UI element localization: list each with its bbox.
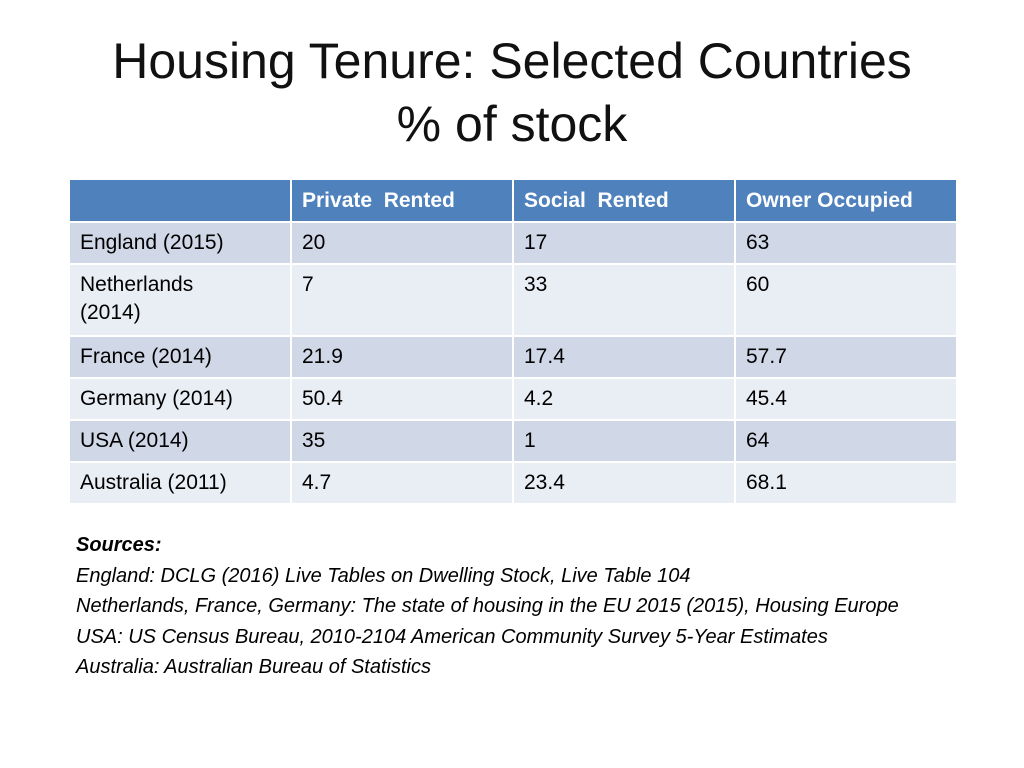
- country-cell: England (2015): [68, 221, 292, 265]
- social-rented-cell: 4.2: [512, 377, 736, 421]
- table-row: Australia (2011) 4.7 23.4 68.1: [68, 461, 958, 505]
- sources-block: Sources: England: DCLG (2016) Live Table…: [76, 530, 956, 683]
- social-rented-cell: 17.4: [512, 335, 736, 379]
- header-owner-occupied: Owner Occupied: [734, 178, 958, 223]
- owner-occupied-cell: 63: [734, 221, 958, 265]
- social-rented-cell: 17: [512, 221, 736, 265]
- source-line: England: DCLG (2016) Live Tables on Dwel…: [76, 564, 691, 587]
- country-cell: Netherlands (2014): [68, 263, 292, 337]
- slide-title: Housing Tenure: Selected Countries % of …: [0, 30, 1024, 156]
- header-social-rented: Social Rented: [512, 178, 736, 223]
- header-private-rented: Private Rented: [290, 178, 514, 223]
- social-rented-cell: 33: [512, 263, 736, 337]
- private-rented-cell: 7: [290, 263, 514, 337]
- country-cell: Australia (2011): [68, 461, 292, 505]
- owner-occupied-cell: 68.1: [734, 461, 958, 505]
- social-rented-cell: 1: [512, 419, 736, 463]
- sources-heading: Sources:: [76, 534, 162, 556]
- table-row: Germany (2014) 50.4 4.2 45.4: [68, 377, 958, 421]
- table-row: USA (2014) 35 1 64: [68, 419, 958, 463]
- social-rented-cell: 23.4: [512, 461, 736, 505]
- title-line-2: % of stock: [396, 96, 628, 152]
- country-cell: USA (2014): [68, 419, 292, 463]
- private-rented-cell: 50.4: [290, 377, 514, 421]
- owner-occupied-cell: 64: [734, 419, 958, 463]
- header-country: [68, 178, 292, 223]
- source-line: Australia: Australian Bureau of Statisti…: [76, 656, 431, 678]
- private-rented-cell: 4.7: [290, 461, 514, 505]
- owner-occupied-cell: 57.7: [734, 335, 958, 379]
- private-rented-cell: 21.9: [290, 335, 514, 379]
- table-row: England (2015) 20 17 63: [68, 221, 958, 265]
- title-line-1: Housing Tenure: Selected Countries: [112, 33, 912, 89]
- table-row: France (2014) 21.9 17.4 57.7: [68, 335, 958, 379]
- owner-occupied-cell: 60: [734, 263, 958, 337]
- source-line: Netherlands, France, Germany: The state …: [76, 595, 899, 617]
- table-row: Netherlands (2014) 7 33 60: [68, 263, 958, 337]
- housing-tenure-table: Private Rented Social Rented Owner Occup…: [68, 178, 958, 505]
- country-cell: Germany (2014): [68, 377, 292, 421]
- owner-occupied-cell: 45.4: [734, 377, 958, 421]
- table-header-row: Private Rented Social Rented Owner Occup…: [68, 178, 958, 223]
- private-rented-cell: 20: [290, 221, 514, 265]
- country-cell: France (2014): [68, 335, 292, 379]
- source-line: USA: US Census Bureau, 2010-2104 America…: [76, 625, 828, 648]
- private-rented-cell: 35: [290, 419, 514, 463]
